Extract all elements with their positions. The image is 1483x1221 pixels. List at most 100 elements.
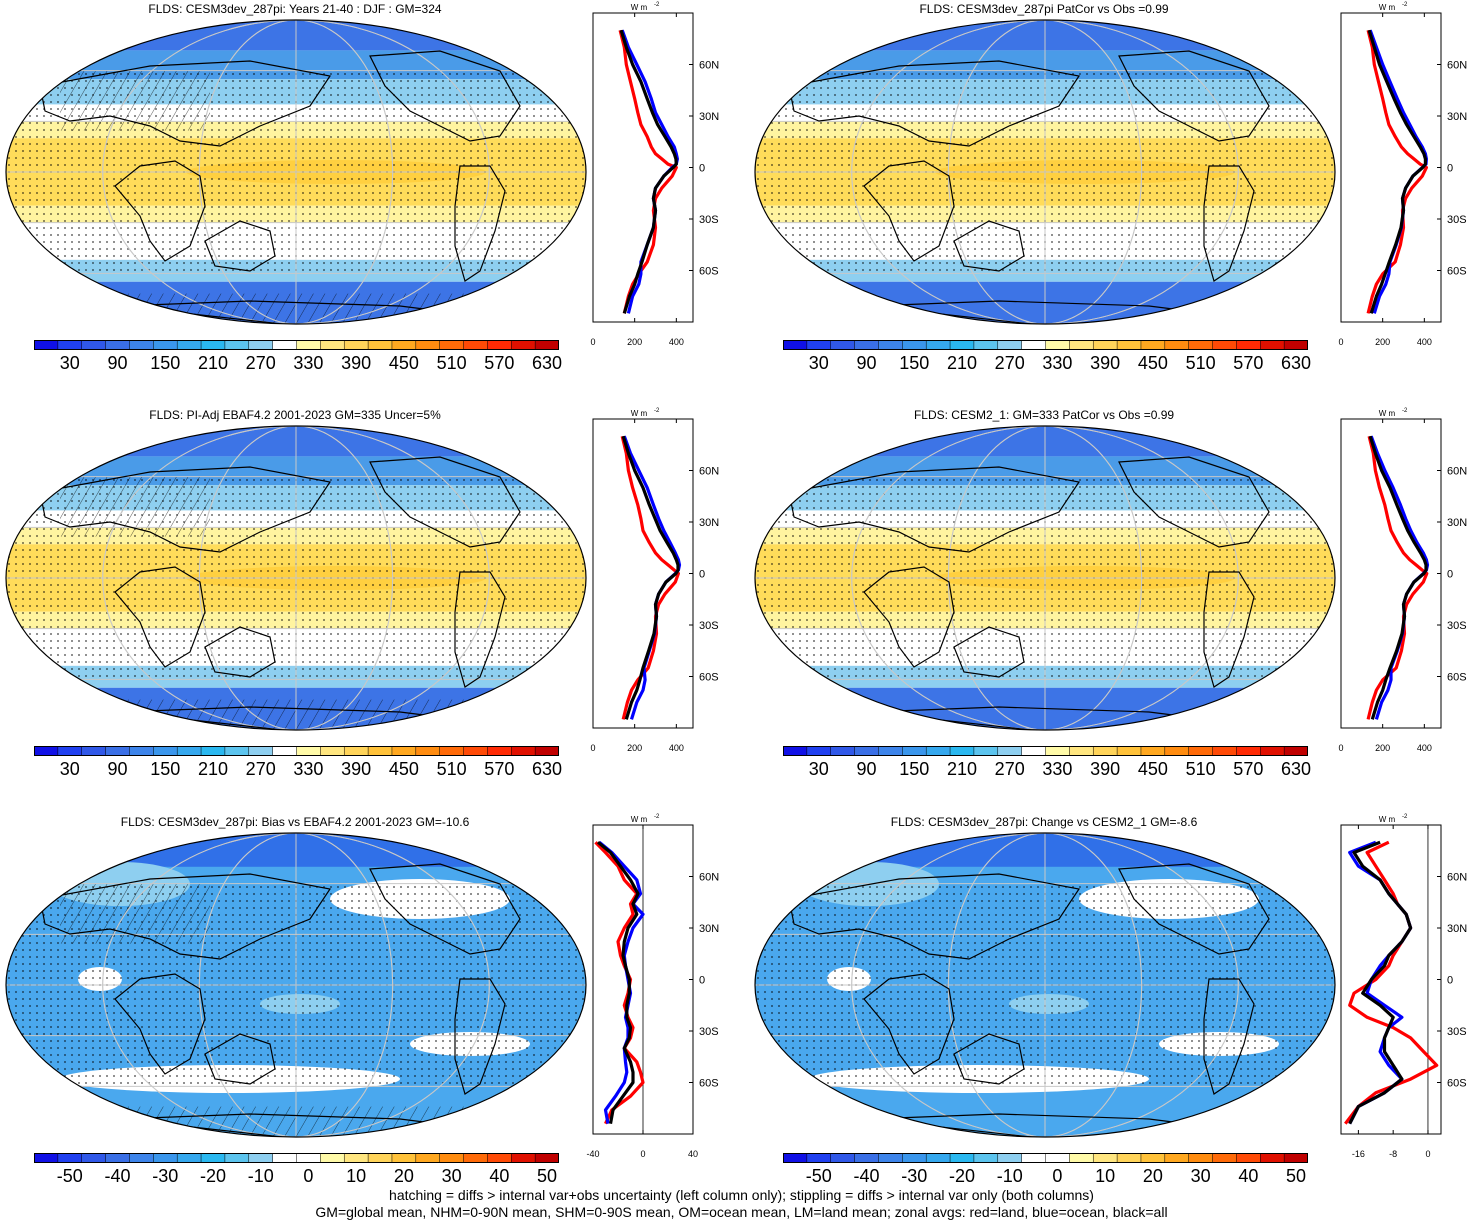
colorbar-swatch [343,746,369,756]
colorbar-5 [783,1153,1308,1163]
colorbar-label: 20 [1142,1166,1163,1186]
colorbar-swatch [783,1153,808,1163]
coastline [863,566,955,668]
colorbar-swatch [81,1153,107,1163]
series-line-red [594,841,645,1125]
colorbar-swatch [1140,340,1166,350]
colorbar-label: 510 [1185,353,1216,373]
colorbar-swatch [1092,746,1118,756]
colorbar-label: 450 [1137,759,1168,779]
x-tick-label: 0 [590,743,595,753]
colorbar-swatch [830,746,856,756]
colorbar-label: 210 [197,759,228,779]
colorbar-swatch [806,340,832,350]
colorbar-label: 150 [150,759,181,779]
colorbar-swatch [487,340,512,350]
colorbar-swatch [949,746,975,756]
coastline [788,466,1081,553]
colorbar-swatch [105,340,131,350]
colorbar-label: 330 [293,353,324,373]
colorbar-swatch [1069,746,1094,756]
series-line-blue [598,840,645,1124]
colorbar-label: -20 [948,1166,975,1186]
colorbar-swatch [1283,1153,1308,1163]
panel-title-2: FLDS: PI-Adj EBAF4.2 2001-2023 GM=335 Un… [149,408,441,422]
y-tick-label: 60S [699,672,719,684]
x-tick-label: 400 [1417,743,1432,753]
colorbar-swatch [1045,1153,1070,1163]
colorbar-swatch [439,340,465,350]
colorbar-swatch [176,746,202,756]
colorbar-swatch [224,1153,250,1163]
colorbar-1 [783,340,1308,350]
colorbar-swatch [1212,340,1237,350]
series-line-black [596,840,640,1124]
y-tick-label: 30N [699,517,719,529]
zonal-profile-2: 60N 30N 0 30S 60S 0 200 400 W m -2 [590,408,719,753]
colorbar-label: -30 [901,1166,928,1186]
profile-frame [592,12,694,323]
units-superscript: -2 [1402,814,1408,820]
y-tick-label: 30S [1447,214,1467,226]
zonal-profile-5: 60N 30N 0 30S 60S -16 -8 0 W m -2 [1340,814,1467,1159]
units-label: W m [1379,409,1396,418]
colorbar-swatch [925,1153,951,1163]
map-outline [754,832,1336,1138]
units-superscript: -2 [654,814,660,820]
panel-title-3: FLDS: CESM2_1: GM=333 PatCor vs Obs =0.9… [913,408,1175,422]
colorbar-swatch [1260,340,1285,350]
colorbar-label: -40 [104,1166,131,1186]
colorbar-label: 20 [393,1166,414,1186]
colorbar-swatch [320,746,345,756]
colorbar-label: 270 [245,353,276,373]
colorbar-swatch [925,340,951,350]
colorbar-swatch [248,746,274,756]
y-tick-label: 0 [1447,975,1453,987]
coastline [369,863,521,955]
x-tick-label: 0 [1338,743,1343,753]
colorbar-swatch [997,746,1023,756]
coastline [788,60,1081,147]
y-tick-label: 30S [1447,620,1467,632]
colorbar-swatch [997,1153,1023,1163]
coastline [204,220,276,272]
colorbar-swatch [367,340,393,350]
colorbar-swatch [296,1153,321,1163]
coastline [953,1033,1025,1085]
x-tick-label: -40 [586,1149,599,1159]
colorbar-label: 30 [59,759,80,779]
series-line-black [619,29,678,314]
coastline [953,220,1025,272]
colorbar-swatch [153,340,178,350]
panel-title-1: FLDS: CESM3dev_287pi PatCor vs Obs =0.99 [919,2,1169,16]
colorbar-swatch [854,1153,880,1163]
colorbar-swatch [439,1153,465,1163]
y-tick-label: 30N [1447,111,1467,123]
colorbar-swatch [1260,746,1285,756]
colorbar-swatch [81,340,107,350]
map-3 [754,425,1336,731]
coastline [39,466,332,553]
colorbar-label: -50 [56,1166,83,1186]
coastline [454,571,506,688]
colorbar-0 [34,340,559,350]
colorbar-swatch [200,340,226,350]
x-tick-label: -8 [1389,1149,1397,1159]
colorbar-label: 30 [59,353,80,373]
colorbar-label: 210 [197,353,228,373]
colorbar-swatch [1116,340,1142,350]
units-superscript: -2 [1402,408,1408,414]
series-line-red [1344,840,1439,1125]
colorbar-label: 630 [1281,353,1312,373]
colorbar-swatch [534,1153,559,1163]
colorbar-label: 630 [532,759,563,779]
colorbar-swatch [129,1153,154,1163]
colorbar-label: 450 [388,759,419,779]
coastline [204,626,276,678]
colorbar-swatch [1116,1153,1142,1163]
zonal-profile-0: 60N 30N 0 30S 60S 0 200 400 W m -2 [590,2,719,347]
colorbar-label: 90 [107,759,128,779]
colorbar-swatch [367,1153,393,1163]
y-tick-label: 30N [699,111,719,123]
colorbar-swatch [1188,746,1214,756]
